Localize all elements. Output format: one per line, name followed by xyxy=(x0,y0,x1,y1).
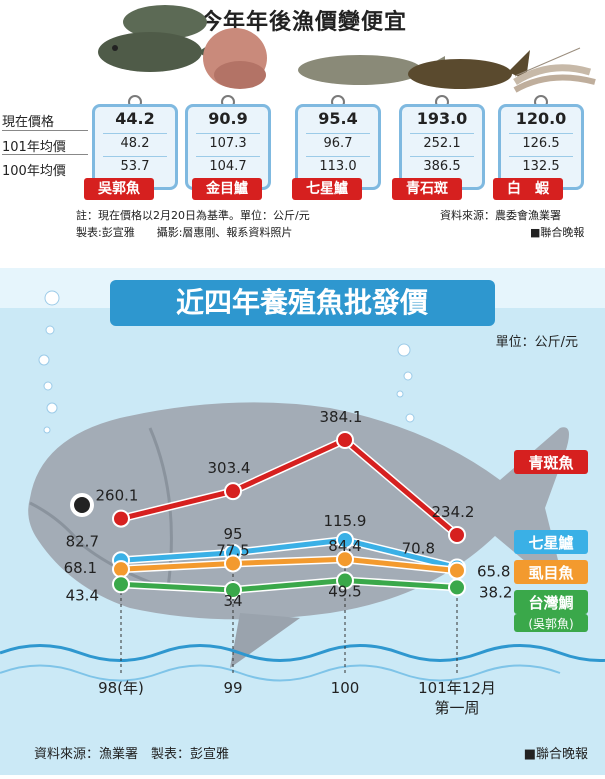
fish-name-ribbon: 吳郭魚 xyxy=(84,178,154,200)
price-101: 252.1 xyxy=(402,136,482,151)
data-label: 95 xyxy=(223,525,242,543)
grouper-photo xyxy=(408,50,530,89)
data-label: 260.1 xyxy=(96,487,139,505)
data-label: 43.4 xyxy=(66,586,99,604)
x-tick-label: 99 xyxy=(223,679,242,697)
price-now: 193.0 xyxy=(402,109,482,128)
x-tick-label: 第一周 xyxy=(434,699,479,717)
legend-item: 青斑魚 xyxy=(514,450,588,474)
data-label: 82.7 xyxy=(66,532,99,550)
price-101: 96.7 xyxy=(298,136,378,151)
price-100: 386.5 xyxy=(402,159,482,174)
price-100: 113.0 xyxy=(298,159,378,174)
x-tick-label: 98(年) xyxy=(98,679,144,697)
data-label: 68.1 xyxy=(64,559,97,577)
row-divider xyxy=(2,154,88,155)
price-100: 104.7 xyxy=(188,159,268,174)
top-brand: ■聯合晚報 xyxy=(530,224,584,240)
data-label: 234.2 xyxy=(432,503,475,521)
data-point xyxy=(449,527,465,543)
data-label: 115.9 xyxy=(324,512,367,530)
top-source: 資料來源：農委會漁業署 xyxy=(440,207,561,223)
tilapia-photo xyxy=(98,5,216,72)
legend-label: 台灣鯛 xyxy=(528,594,573,612)
legend-item: 七星鱸 xyxy=(514,530,588,554)
row-label-now: 現在價格 xyxy=(2,111,54,130)
legend-label: 七星鱸 xyxy=(528,534,573,552)
x-tick-label: 101年12月 xyxy=(418,679,496,697)
legend-sublabel: (吳郭魚) xyxy=(528,617,573,631)
price-100: 53.7 xyxy=(95,159,175,174)
data-label: 77.5 xyxy=(216,541,249,559)
footer-source: 資料來源：漁業署 製表：彭宣雅 xyxy=(34,746,229,762)
data-label: 49.5 xyxy=(328,583,361,601)
row-label-101: 101年均價 xyxy=(2,136,66,155)
row-divider xyxy=(2,130,88,131)
price-now: 44.2 xyxy=(95,109,175,128)
x-tick-label: 100 xyxy=(331,679,360,697)
price-now: 95.4 xyxy=(298,109,378,128)
legend-label: 青斑魚 xyxy=(528,454,573,472)
data-label: 65.8 xyxy=(477,563,510,581)
data-point xyxy=(225,483,241,499)
chart-panel: 近四年養殖魚批發價 單位：公斤/元 98(年) 99 100 101年12月 第一周 26… xyxy=(0,268,605,775)
seabass-photo xyxy=(203,28,267,89)
data-point xyxy=(113,511,129,527)
price-101: 126.5 xyxy=(501,136,581,151)
data-label: 384.1 xyxy=(320,408,363,426)
data-label: 38.2 xyxy=(479,583,512,601)
top-note: 註：現在價格以2月20日為基準。單位：公斤/元 xyxy=(76,207,310,223)
price-101: 48.2 xyxy=(95,136,175,151)
fish-name-ribbon: 青石斑 xyxy=(392,178,462,200)
legend-label: 虱目魚 xyxy=(528,564,573,582)
legend-item: 虱目魚 xyxy=(514,560,588,584)
top-panel: 今年年後漁價變便宜 現在價格 101年均價 100年均價 xyxy=(0,0,605,262)
data-point xyxy=(113,576,129,592)
data-point xyxy=(113,561,129,577)
chart-title: 近四年養殖魚批發價 xyxy=(176,286,429,319)
data-label: 34 xyxy=(223,592,242,610)
price-now: 120.0 xyxy=(501,109,581,128)
fish-name-ribbon: 白 蝦 xyxy=(493,178,563,200)
fish-name-ribbon: 金目鱸 xyxy=(192,178,262,200)
top-credit: 製表:彭宣雅 攝影:層惠剛、報系資料照片 xyxy=(76,224,292,240)
data-label: 303.4 xyxy=(208,459,251,477)
data-label: 70.8 xyxy=(402,540,435,558)
title-banner: 近四年養殖魚批發價 xyxy=(110,280,495,326)
price-100: 132.5 xyxy=(501,159,581,174)
price-now: 90.9 xyxy=(188,109,268,128)
data-label: 84.4 xyxy=(328,537,361,555)
fish-photos-illustration xyxy=(60,0,605,100)
row-label-100: 100年均價 xyxy=(2,160,66,179)
footer-brand: ■聯合晚報 xyxy=(524,747,588,762)
data-point xyxy=(337,432,353,448)
unit-label: 單位：公斤/元 xyxy=(496,335,578,350)
fish-name-ribbon: 七星鱸 xyxy=(292,178,362,200)
legend-item: 台灣鯛 (吳郭魚) xyxy=(514,590,588,632)
price-101: 107.3 xyxy=(188,136,268,151)
data-point xyxy=(449,563,465,579)
data-point xyxy=(449,579,465,595)
